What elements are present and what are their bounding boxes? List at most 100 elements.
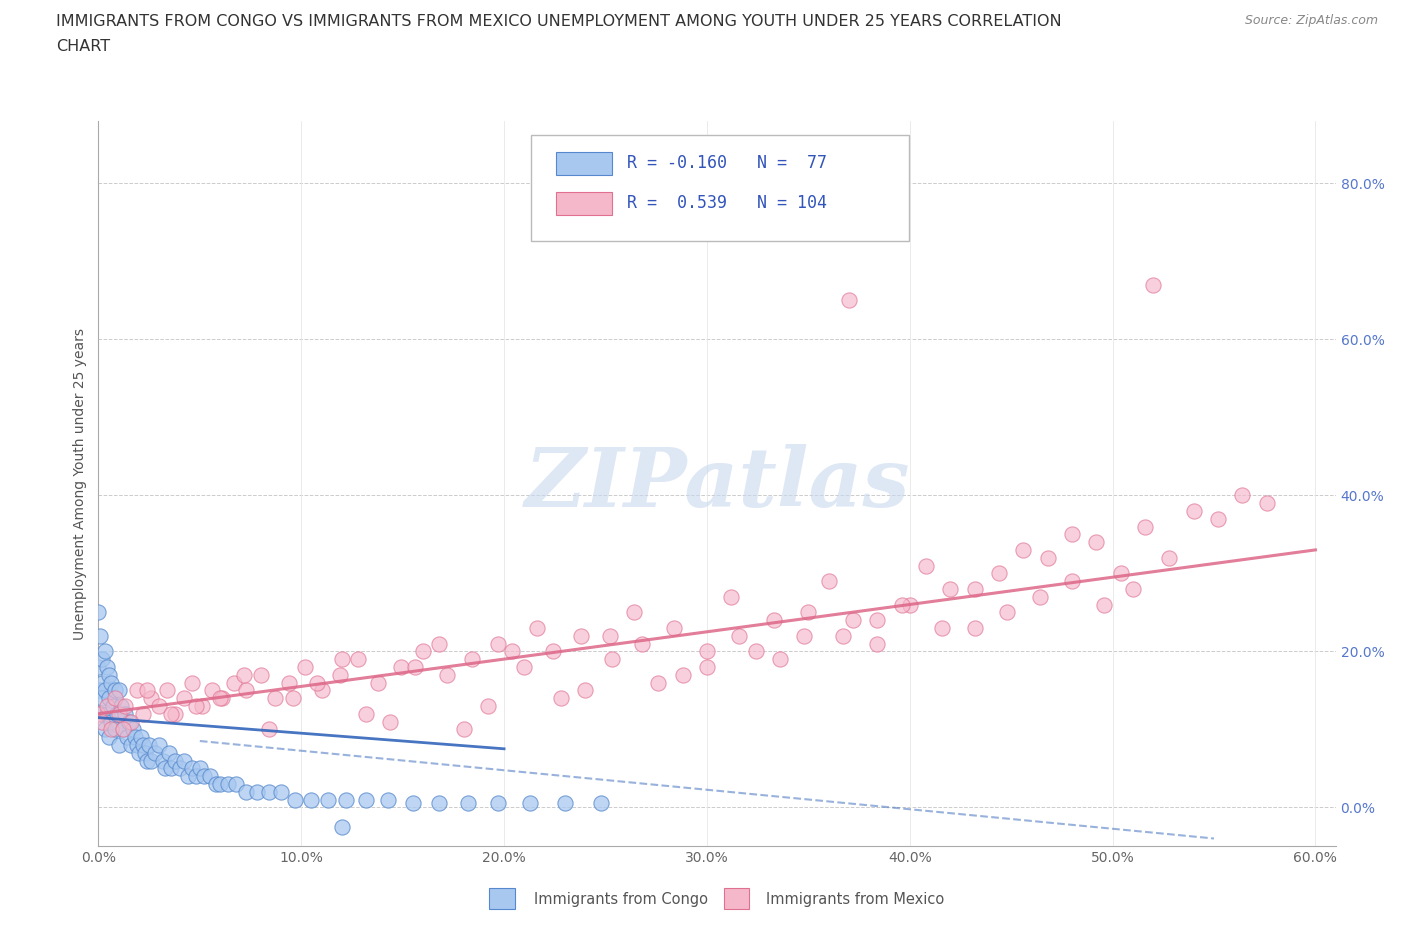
Point	[134, 745, 156, 760]
Point	[87, 706, 110, 721]
Point	[1159, 551, 1181, 565]
Point	[160, 761, 183, 776]
Point	[600, 652, 623, 667]
Point	[141, 753, 163, 768]
Point	[173, 753, 195, 768]
Point	[107, 683, 129, 698]
Point	[988, 565, 1011, 580]
Point	[129, 730, 152, 745]
Point	[91, 714, 114, 729]
Point	[107, 706, 129, 721]
Point	[110, 698, 132, 713]
Point	[89, 706, 111, 721]
Point	[1094, 597, 1116, 612]
Point	[299, 792, 322, 807]
Point	[96, 706, 118, 721]
Point	[574, 683, 596, 698]
Point	[453, 722, 475, 737]
Point	[184, 769, 207, 784]
Point	[838, 293, 860, 308]
Point	[233, 667, 256, 682]
Point	[541, 644, 564, 658]
Bar	[557, 153, 612, 176]
Point	[111, 722, 134, 737]
Point	[389, 659, 412, 674]
Bar	[724, 888, 749, 909]
Point	[817, 574, 839, 589]
Text: Source: ZipAtlas.com: Source: ZipAtlas.com	[1244, 14, 1378, 27]
Point	[198, 769, 221, 784]
Point	[486, 636, 509, 651]
Point	[114, 706, 136, 721]
Point	[412, 644, 434, 658]
Point	[720, 590, 742, 604]
Point	[125, 683, 148, 698]
Point	[329, 667, 352, 682]
Point	[354, 792, 377, 807]
Point	[257, 722, 280, 737]
Point	[93, 683, 115, 698]
Point	[866, 636, 889, 651]
Point	[599, 629, 621, 644]
Text: ZIPatlas: ZIPatlas	[524, 444, 910, 524]
Point	[111, 722, 134, 737]
Point	[148, 737, 170, 752]
Point	[1122, 581, 1144, 596]
Point	[136, 683, 159, 698]
Point	[1133, 519, 1156, 534]
Point	[128, 745, 150, 760]
Point	[211, 691, 233, 706]
Point	[569, 629, 592, 644]
Text: CHART: CHART	[56, 39, 110, 54]
Point	[235, 784, 257, 799]
Point	[427, 636, 450, 651]
Point	[264, 691, 287, 706]
Point	[184, 698, 207, 713]
Point	[311, 683, 333, 698]
Point	[125, 737, 148, 752]
Point	[104, 691, 127, 706]
Point	[188, 761, 211, 776]
Point	[114, 698, 136, 713]
Point	[664, 620, 686, 635]
Point	[209, 777, 232, 791]
Point	[138, 737, 160, 752]
Point	[762, 613, 785, 628]
Point	[436, 667, 458, 682]
Point	[1206, 512, 1229, 526]
Point	[696, 659, 718, 674]
Point	[427, 796, 450, 811]
Point	[367, 675, 389, 690]
Point	[898, 597, 921, 612]
Point	[132, 706, 155, 721]
Point	[793, 629, 815, 644]
Point	[155, 761, 177, 776]
Point	[963, 581, 986, 596]
Point	[647, 675, 669, 690]
Point	[101, 698, 124, 713]
Point	[136, 753, 159, 768]
Point	[526, 620, 548, 635]
Point	[354, 706, 377, 721]
Point	[93, 722, 115, 737]
Text: Immigrants from Mexico: Immigrants from Mexico	[766, 892, 945, 907]
Point	[550, 691, 572, 706]
Point	[165, 706, 187, 721]
Point	[347, 652, 370, 667]
Point	[105, 706, 128, 721]
Point	[931, 620, 953, 635]
Point	[157, 745, 180, 760]
Point	[180, 675, 202, 690]
Point	[100, 675, 122, 690]
Point	[1142, 277, 1164, 292]
Point	[457, 796, 479, 811]
Point	[744, 644, 766, 658]
Point	[995, 604, 1018, 619]
Text: R =  0.539   N = 104: R = 0.539 N = 104	[627, 193, 827, 212]
Point	[591, 796, 613, 811]
Y-axis label: Unemployment Among Youth under 25 years: Unemployment Among Youth under 25 years	[73, 327, 87, 640]
Point	[513, 659, 536, 674]
Point	[623, 604, 645, 619]
Point	[1060, 527, 1083, 542]
Point	[284, 792, 307, 807]
